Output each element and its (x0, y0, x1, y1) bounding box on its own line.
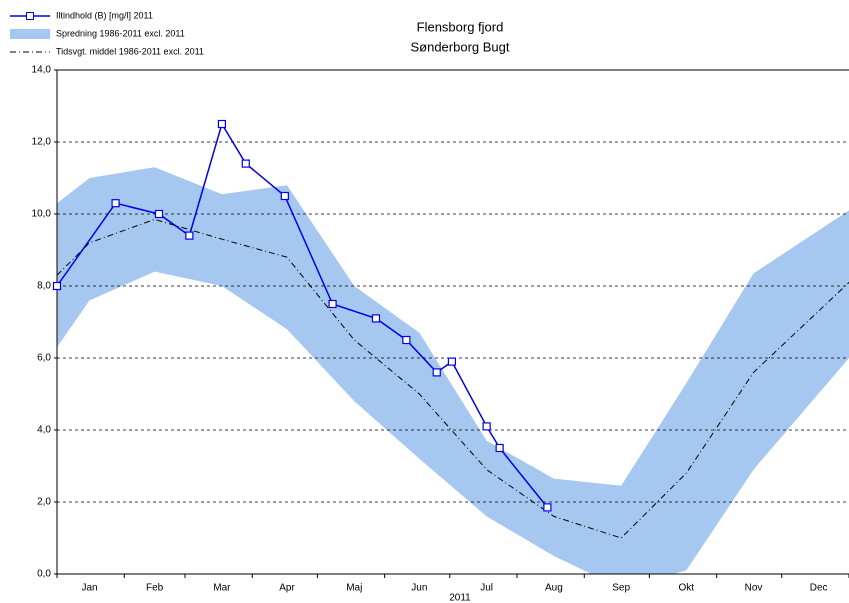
data-point (495, 443, 504, 453)
data-point (447, 357, 457, 366)
legend-marker (26, 12, 34, 20)
x-tick-label: Jun (411, 583, 427, 594)
y-tick-label: 4,0 (37, 425, 51, 436)
x-axis-label: 2011 (449, 593, 471, 603)
chart-subtitle: Sønderborg Bugt (410, 39, 509, 54)
legend-label: Iltindhold (B) [mg/l] 2011 (56, 10, 153, 20)
data-point (482, 422, 491, 431)
x-tick-label: Nov (745, 583, 763, 594)
data-point (241, 159, 250, 168)
data-point (543, 503, 552, 512)
data-point (111, 199, 120, 208)
x-tick-label: Aug (545, 583, 563, 594)
data-point (432, 368, 441, 377)
y-tick-label: 8,0 (37, 281, 51, 292)
x-tick-label: Feb (146, 583, 164, 594)
spread-band (57, 167, 849, 574)
data-point (402, 335, 411, 345)
data-point (371, 314, 381, 323)
y-tick-label: 2,0 (37, 497, 51, 508)
x-tick-label: Apr (279, 583, 295, 594)
x-tick-label: Okt (678, 583, 694, 594)
y-tick-label: 14,0 (32, 65, 52, 76)
legend-swatch (10, 29, 50, 39)
chart-title: Flensborg fjord (417, 19, 504, 34)
y-tick-label: 10,0 (32, 209, 52, 220)
plot-area (57, 122, 849, 574)
legend-label: Tidsvgt. middel 1986-2011 excl. 2011 (56, 46, 204, 56)
x-tick-label: Jan (81, 583, 97, 594)
y-tick-label: 0,0 (37, 569, 51, 580)
y-tick-label: 12,0 (32, 137, 52, 148)
series-line (57, 218, 849, 539)
data-point (154, 209, 164, 219)
x-tick-label: Sep (612, 583, 630, 594)
y-tick-label: 6,0 (37, 353, 51, 364)
legend-label: Spredning 1986-2011 excl. 2011 (56, 28, 185, 38)
x-tick-label: Jul (480, 583, 493, 594)
data-point (185, 231, 194, 240)
x-tick-label: Maj (346, 583, 362, 594)
data-point (328, 299, 337, 309)
x-tick-label: Mar (213, 583, 231, 594)
x-tick-label: Dec (810, 583, 828, 594)
data-point (280, 191, 289, 201)
data-point (52, 281, 62, 291)
data-point (217, 119, 227, 129)
